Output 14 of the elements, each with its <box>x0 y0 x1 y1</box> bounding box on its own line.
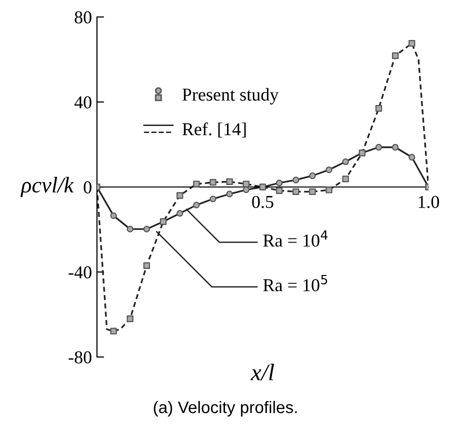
y-tick-label: 40 <box>74 96 92 108</box>
y-tick-label: -40 <box>68 266 92 278</box>
annotation: Ra = 10$^{4}$ <box>263 230 328 247</box>
legend-label: Ref. [14] <box>182 122 246 138</box>
x-axis-title: x/l <box>250 364 274 380</box>
x-tick-label: 0.5 <box>252 196 274 208</box>
y-tick-label: 0 <box>84 181 92 194</box>
annotation: Ra = 10$^{5}$ <box>263 274 328 292</box>
y-tick-label: -80 <box>68 351 92 364</box>
y-tick-label: 80 <box>74 11 92 24</box>
x-tick-label: 1.0 <box>418 196 440 208</box>
y-axis-title: ρcvl/k <box>20 176 74 198</box>
legend-label: Present study <box>182 88 279 104</box>
text: (a) Velocity profiles. <box>154 400 297 416</box>
